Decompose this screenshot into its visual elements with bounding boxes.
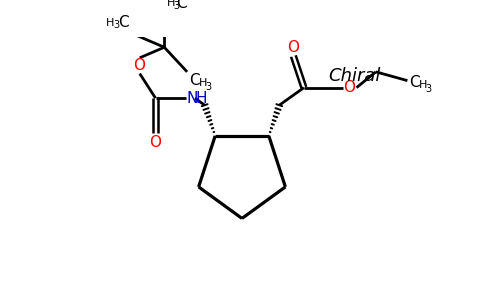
Text: 3: 3 xyxy=(174,1,180,11)
Text: O: O xyxy=(133,58,145,73)
Text: O: O xyxy=(344,80,356,95)
Text: H: H xyxy=(199,78,207,88)
Text: O: O xyxy=(287,40,300,55)
Text: 3: 3 xyxy=(113,20,119,30)
Text: H: H xyxy=(196,91,207,106)
Text: Chiral: Chiral xyxy=(328,67,380,85)
Text: O: O xyxy=(150,134,162,149)
Text: H: H xyxy=(106,18,114,28)
Text: 3: 3 xyxy=(425,83,432,94)
Text: C: C xyxy=(118,15,128,30)
Text: C: C xyxy=(177,0,187,11)
Text: 3: 3 xyxy=(205,82,211,92)
Text: C: C xyxy=(409,75,420,90)
Text: N: N xyxy=(187,91,198,106)
Text: H: H xyxy=(419,80,427,90)
Text: C: C xyxy=(189,73,199,88)
Text: H: H xyxy=(167,0,176,8)
